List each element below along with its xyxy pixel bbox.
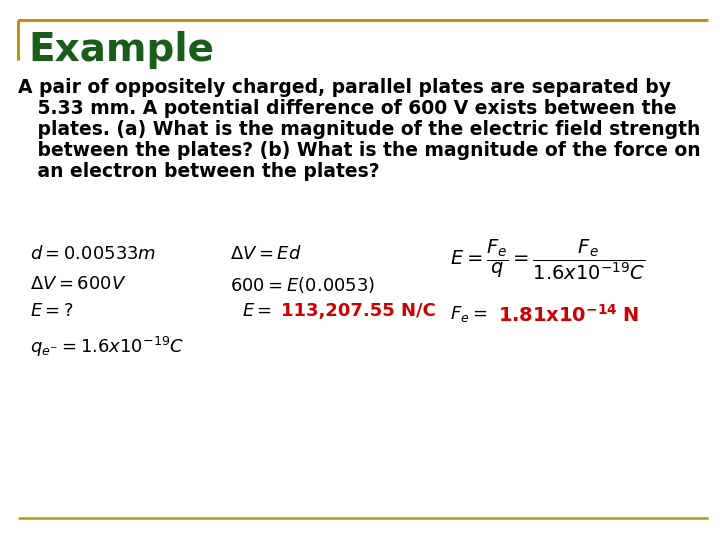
Text: $E = $: $E = $ — [242, 302, 272, 320]
Text: $\mathbf{1.81x10^{-14}\ N}$: $\mathbf{1.81x10^{-14}\ N}$ — [498, 304, 639, 326]
Text: $\Delta V = Ed$: $\Delta V = Ed$ — [230, 245, 302, 263]
Text: $E = \dfrac{F_e}{q} = \dfrac{F_e}{1.6x10^{-19}C}$: $E = \dfrac{F_e}{q} = \dfrac{F_e}{1.6x10… — [450, 237, 645, 282]
Text: 5.33 mm. A potential difference of 600 V exists between the: 5.33 mm. A potential difference of 600 V… — [18, 99, 677, 118]
Text: $d = 0.00533m$: $d = 0.00533m$ — [30, 245, 156, 263]
Text: an electron between the plates?: an electron between the plates? — [18, 162, 379, 181]
Text: plates. (a) What is the magnitude of the electric field strength: plates. (a) What is the magnitude of the… — [18, 120, 701, 139]
Text: $600 = E(0.0053)$: $600 = E(0.0053)$ — [230, 275, 375, 295]
Text: $q_{e^{-}} =1.6x10^{-19}C$: $q_{e^{-}} =1.6x10^{-19}C$ — [30, 335, 184, 359]
Text: Example: Example — [28, 31, 214, 69]
Text: $F_e = $: $F_e = $ — [450, 304, 487, 324]
Text: between the plates? (b) What is the magnitude of the force on: between the plates? (b) What is the magn… — [18, 141, 701, 160]
Text: $\Delta V = 600V$: $\Delta V = 600V$ — [30, 275, 127, 293]
Text: 113,207.55 N/C: 113,207.55 N/C — [281, 302, 436, 320]
Text: A pair of oppositely charged, parallel plates are separated by: A pair of oppositely charged, parallel p… — [18, 78, 671, 97]
Text: $E = ?$: $E = ?$ — [30, 302, 73, 320]
